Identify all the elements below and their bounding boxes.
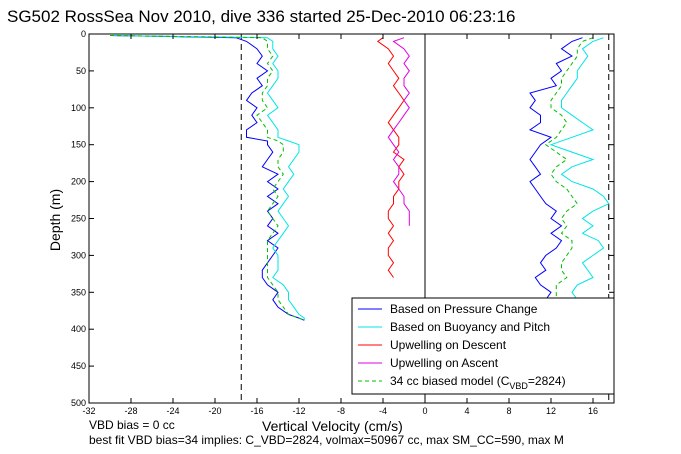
x-tick-label: -8 <box>337 406 345 416</box>
series-3-line <box>387 37 410 226</box>
best-fit-note: best fit VBD bias=34 implies: C_VBD=2824… <box>89 433 564 447</box>
series-2-line <box>376 37 405 278</box>
y-tick-label: 0 <box>81 29 86 39</box>
x-tick-label: -28 <box>124 406 137 416</box>
x-tick-label: -32 <box>82 406 95 416</box>
axes: -32 -28 -24 -20 -16 -12 -8 -4 0 4 8 12 16 0 50 100 150 20… <box>71 29 615 416</box>
vbd-bias-note: VBD bias = 0 cc <box>89 418 175 432</box>
y-tick-label: 400 <box>71 324 86 334</box>
x-axis-title: Vertical Velocity (cm/s) <box>262 418 403 434</box>
y-tick-label: 200 <box>71 177 86 187</box>
series-4-ascent-line <box>109 35 305 321</box>
x-tick-label: -16 <box>250 406 263 416</box>
y-tick-label: 250 <box>71 214 86 224</box>
y-tick-label: 350 <box>71 287 86 297</box>
x-tick-label: 4 <box>464 406 469 416</box>
series-0-descent-line <box>528 37 583 300</box>
x-tick-label: -20 <box>208 406 221 416</box>
series-1-ascent-line <box>109 35 305 321</box>
y-tick-label: 450 <box>71 361 86 371</box>
legend-entry: Based on Pressure Change <box>390 302 538 316</box>
y-axis-title: Depth (m) <box>47 189 63 251</box>
x-tick-label: 16 <box>588 406 598 416</box>
x-tick-label: -4 <box>379 406 387 416</box>
series-0-ascent-line <box>109 35 305 321</box>
x-tick-label: 0 <box>422 406 427 416</box>
x-tick-label: 8 <box>506 406 511 416</box>
legend-box <box>351 297 615 395</box>
y-tick-label: 50 <box>76 66 86 76</box>
y-tick-label: 300 <box>71 250 86 260</box>
legend-entry: Based on Buoyancy and Pitch <box>390 320 550 334</box>
chart-title: SG502 RossSea Nov 2010, dive 336 started… <box>7 7 515 26</box>
y-tick-label: 500 <box>71 398 86 408</box>
legend-entry: Upwelling on Descent <box>390 338 507 352</box>
legend: Based on Pressure Change Based on Buoyanc… <box>351 297 615 395</box>
x-tick-label: -12 <box>292 406 305 416</box>
legend-entry: Upwelling on Ascent <box>390 356 499 370</box>
y-tick-label: 150 <box>71 140 86 150</box>
y-tick-label: 100 <box>71 103 86 113</box>
series-1-descent-line <box>549 37 610 300</box>
x-tick-label: 12 <box>546 406 556 416</box>
legend-entry: 34 cc biased model (CVBD=2824) <box>390 374 566 391</box>
series-4-descent-line <box>544 37 594 300</box>
x-tick-label: -24 <box>166 406 179 416</box>
